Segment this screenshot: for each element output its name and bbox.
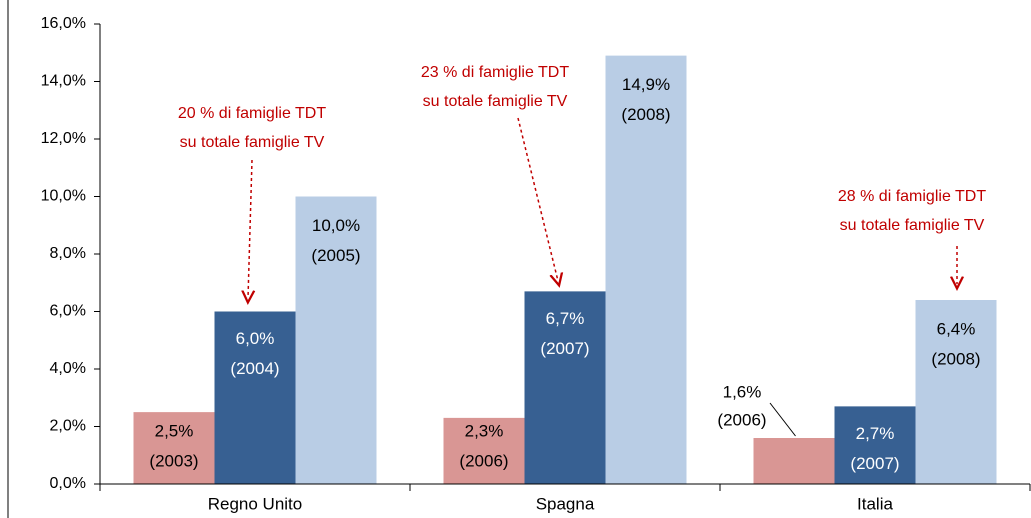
bar <box>524 291 606 484</box>
bar <box>834 406 916 484</box>
data-label-year: (2008) <box>931 349 980 368</box>
data-label-year: (2003) <box>149 451 198 470</box>
annotation: su totale famiglie TV <box>180 134 325 151</box>
annotation-arrow <box>248 159 252 298</box>
data-label: 2,3% <box>465 421 504 440</box>
annotation: su totale famiglie TV <box>840 217 985 234</box>
data-label-year: (2007) <box>540 339 589 358</box>
bar <box>295 196 377 484</box>
bar <box>443 417 525 484</box>
y-tick-label: 12,0% <box>41 130 86 147</box>
data-label-year: (2008) <box>621 105 670 124</box>
y-tick-label: 4,0% <box>50 360 86 377</box>
data-label: 6,7% <box>546 309 585 328</box>
annotation-arrow <box>517 117 558 281</box>
data-label: 10,0% <box>312 216 360 235</box>
annotation: 23 % di famiglie TDT <box>421 64 569 81</box>
data-label-year: (2006) <box>717 410 766 429</box>
data-label: 6,4% <box>937 319 976 338</box>
x-tick-label: Spagna <box>536 494 595 513</box>
annotation: 20 % di famiglie TDT <box>178 105 326 122</box>
data-label: 1,6% <box>723 382 762 401</box>
y-tick-label: 8,0% <box>50 245 86 262</box>
x-tick-label: Regno Unito <box>208 494 303 513</box>
y-tick-label: 10,0% <box>41 188 86 205</box>
bar <box>915 300 997 484</box>
y-tick-label: 6,0% <box>50 303 86 320</box>
data-label: 14,9% <box>622 75 670 94</box>
y-tick-label: 0,0% <box>50 475 86 492</box>
data-label-year: (2005) <box>311 246 360 265</box>
bar <box>605 55 687 484</box>
bar <box>214 311 296 484</box>
x-tick-label: Italia <box>857 494 893 513</box>
y-tick-label: 2,0% <box>50 418 86 435</box>
data-label: 2,7% <box>856 424 895 443</box>
annotation: 28 % di famiglie TDT <box>838 188 986 205</box>
y-tick-label: 14,0% <box>41 73 86 90</box>
bar <box>753 438 835 484</box>
y-tick-label: 16,0% <box>41 15 86 32</box>
data-label-year: (2006) <box>459 451 508 470</box>
leader-line <box>769 402 796 437</box>
annotation: su totale famiglie TV <box>423 93 568 110</box>
data-label: 2,5% <box>155 421 194 440</box>
data-label-year: (2004) <box>230 359 279 378</box>
data-label-year: (2007) <box>850 454 899 473</box>
bar <box>133 412 215 484</box>
data-label: 6,0% <box>236 329 275 348</box>
